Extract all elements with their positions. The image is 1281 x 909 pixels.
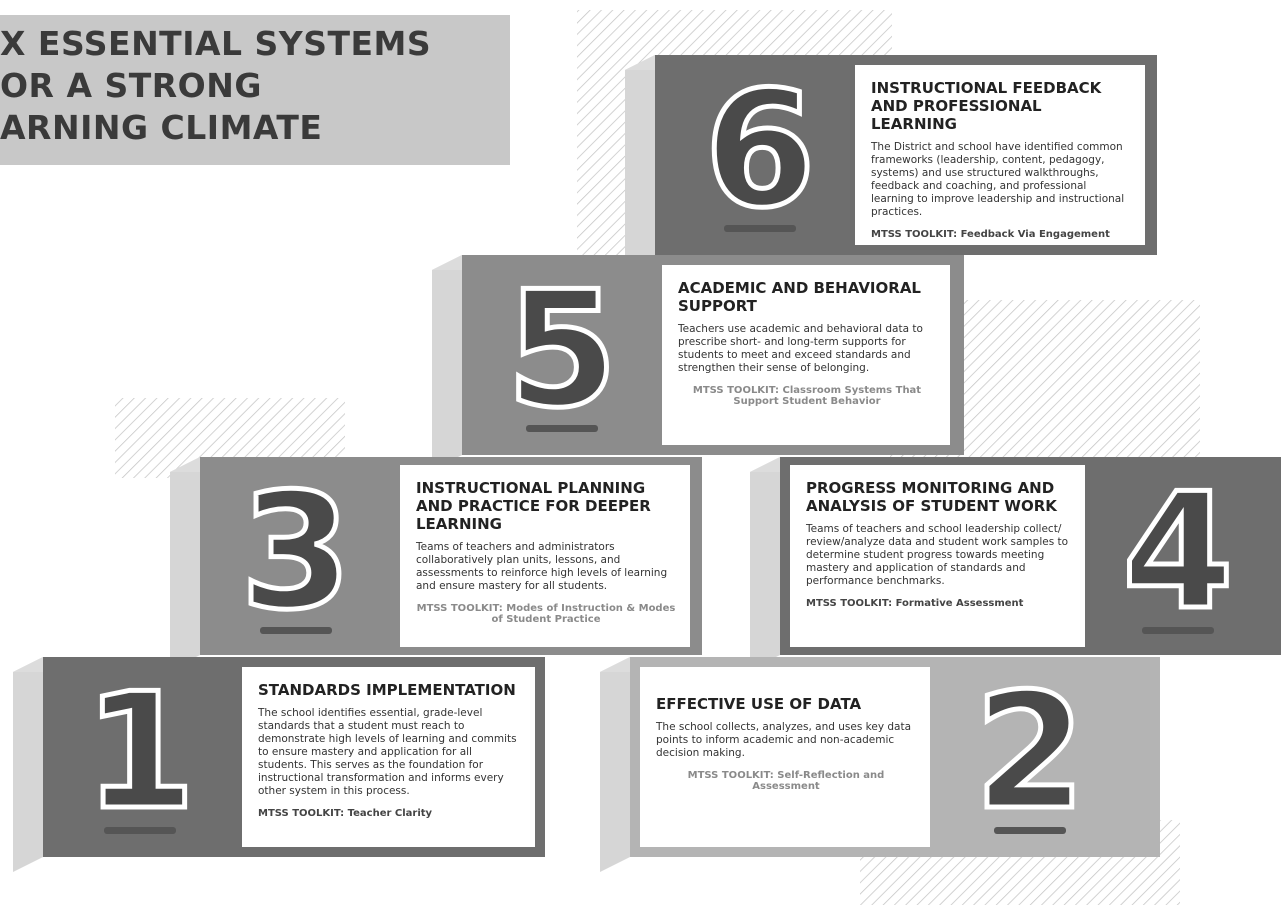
number-base [526, 425, 598, 432]
card: INSTRUCTIONAL FEEDBACK AND PROFESSIONAL … [855, 65, 1145, 245]
big-number: 1 [84, 658, 195, 845]
big-number: 5 [506, 256, 617, 443]
number-base [994, 827, 1066, 834]
title-line: OR A STRONG [0, 65, 510, 107]
box-side [170, 457, 200, 670]
number-base [724, 225, 796, 232]
card-toolkit: MTSS TOOLKIT: Formative Assessment [806, 598, 1071, 609]
card-body: The school collects, analyzes, and uses … [656, 721, 916, 760]
box-side [432, 255, 462, 470]
card-toolkit: MTSS TOOLKIT: Classroom Systems That Sup… [678, 385, 936, 407]
big-number: 4 [1122, 458, 1233, 645]
card-heading: STANDARDS IMPLEMENTATION [258, 681, 521, 699]
card-heading: INSTRUCTIONAL PLANNING AND PRACTICE FOR … [416, 479, 676, 533]
card-toolkit: MTSS TOOLKIT: Modes of Instruction & Mod… [416, 603, 676, 625]
card-body: Teachers use academic and behavioral dat… [678, 323, 936, 375]
card-body: The school identifies essential, grade-l… [258, 707, 521, 798]
card-heading: ACADEMIC AND BEHAVIORAL SUPPORT [678, 279, 936, 315]
title-line: ARNING CLIMATE [0, 107, 510, 149]
box-side [625, 55, 655, 270]
number-base [104, 827, 176, 834]
card-toolkit: MTSS TOOLKIT: Self-Reflection and Assess… [656, 770, 916, 792]
card-toolkit: MTSS TOOLKIT: Feedback Via Engagement [871, 229, 1131, 240]
card-heading: INSTRUCTIONAL FEEDBACK AND PROFESSIONAL … [871, 79, 1131, 133]
card-toolkit: MTSS TOOLKIT: Teacher Clarity [258, 808, 521, 819]
title-line: X ESSENTIAL SYSTEMS [0, 23, 510, 65]
card: PROGRESS MONITORING AND ANALYSIS OF STUD… [790, 465, 1085, 647]
number-base [260, 627, 332, 634]
big-number: 2 [974, 658, 1085, 845]
card: EFFECTIVE USE OF DATA The school collects… [640, 667, 930, 847]
box-side [13, 657, 43, 872]
box-side [600, 657, 630, 872]
card: STANDARDS IMPLEMENTATION The school ident… [242, 667, 535, 847]
box-side [750, 457, 780, 670]
card-heading: EFFECTIVE USE OF DATA [656, 695, 916, 713]
number-base [1142, 627, 1214, 634]
card-heading: PROGRESS MONITORING AND ANALYSIS OF STUD… [806, 479, 1071, 515]
card: ACADEMIC AND BEHAVIORAL SUPPORT Teachers … [662, 265, 950, 445]
card-body: The District and school have identified … [871, 141, 1131, 219]
big-number: 3 [240, 458, 351, 645]
page: 653 4 1 2 X ESSENTIAL SYSTEMSOR A STRONGARN… [0, 0, 1281, 909]
big-number: 6 [704, 56, 815, 243]
card: INSTRUCTIONAL PLANNING AND PRACTICE FOR … [400, 465, 690, 647]
card-body: Teams of teachers and school leadership … [806, 523, 1071, 588]
card-body: Teams of teachers and administrators col… [416, 541, 676, 593]
